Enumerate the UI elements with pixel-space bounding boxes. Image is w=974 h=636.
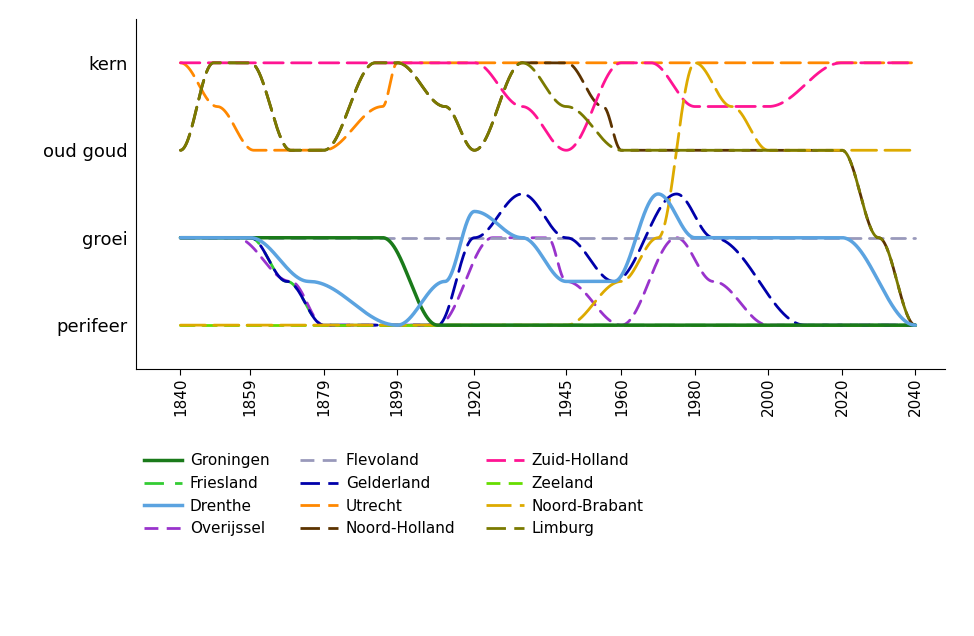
- Legend: Groningen, Friesland, Drenthe, Overijssel, Flevoland, Gelderland, Utrecht, Noord: Groningen, Friesland, Drenthe, Overijsse…: [144, 453, 644, 536]
